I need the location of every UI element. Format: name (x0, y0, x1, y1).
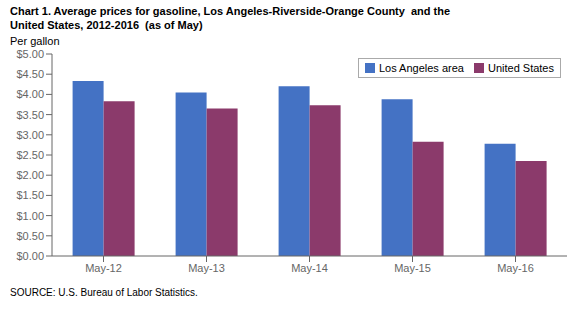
html-text:SOURCE: U.S. Bureau of Labor S: SOURCE: U.S. Bureau of Labor Statistics. (10, 287, 198, 298)
svg-text:May-12: May-12 (85, 262, 122, 274)
html-text:Chart 1. Average prices for ga: Chart 1. Average prices for gasoline, Lo… (10, 5, 451, 17)
svg-text:May-16: May-16 (497, 262, 534, 274)
svg-text:May-13: May-13 (188, 262, 225, 274)
svg-text:$1.50: $1.50 (16, 189, 44, 201)
html-text:United States: United States (488, 62, 554, 74)
svg-text:$4.00: $4.00 (16, 88, 44, 100)
svg-text:$2.50: $2.50 (16, 149, 44, 161)
svg-text:$1.00: $1.00 (16, 210, 44, 222)
svg-text:$5.00: $5.00 (16, 48, 44, 60)
svg-text:$2.00: $2.00 (16, 169, 44, 181)
html-text:Per gallon: Per gallon (10, 35, 60, 47)
html-text:United States, 2012-2016 (as o: United States, 2012-2016 (as of May) (10, 19, 203, 31)
svg-text:$3.00: $3.00 (16, 129, 44, 141)
svg-text:$3.50: $3.50 (16, 109, 44, 121)
html-text:Los Angeles area: Los Angeles area (378, 62, 464, 74)
svg-text:$4.50: $4.50 (16, 68, 44, 80)
svg-text:May-14: May-14 (291, 262, 328, 274)
svg-text:May-15: May-15 (394, 262, 431, 274)
svg-text:$0.00: $0.00 (16, 250, 44, 262)
svg-text:$0.50: $0.50 (16, 230, 44, 242)
